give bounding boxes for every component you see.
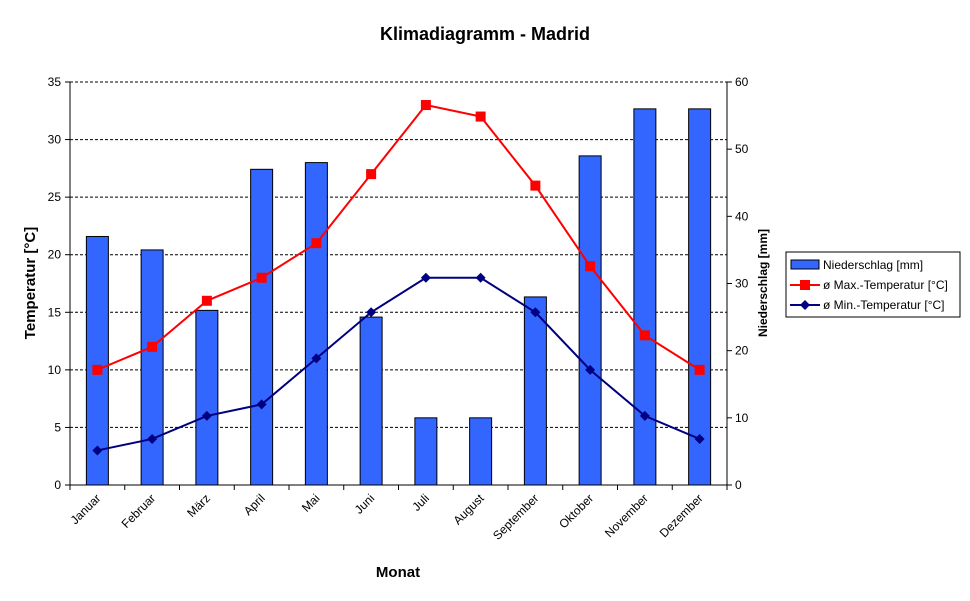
- x-tick-label: Dezember: [657, 491, 706, 540]
- legend-marker: [800, 300, 810, 310]
- y-tick-label: 5: [54, 420, 61, 434]
- bar-november: [633, 108, 657, 486]
- y-tick-label: 10: [48, 363, 62, 377]
- y-tick-label: 20: [48, 248, 62, 262]
- min-temp-point: [311, 353, 322, 364]
- y-tick-label: 25: [48, 190, 62, 204]
- x-tick-label: September: [490, 491, 541, 542]
- y-right-tick-label: 50: [735, 142, 749, 156]
- min-temp-point: [420, 272, 431, 283]
- legend-label: Niederschlag [mm]: [823, 258, 923, 272]
- y-tick-label: 15: [48, 305, 62, 319]
- max-temp-point: [694, 364, 705, 375]
- min-temp-point: [639, 410, 650, 421]
- bar-februar: [140, 249, 164, 486]
- y-right-tick-label: 60: [735, 75, 749, 89]
- legend: Niederschlag [mm] ø Max.-Temperatur [°C] ø…: [785, 251, 961, 318]
- legend-swatch-bar: [790, 259, 820, 270]
- y-tick-label: 35: [48, 75, 62, 89]
- min-temp-line: [97, 276, 701, 452]
- min-temp-point: [530, 307, 541, 318]
- bar-oktober: [578, 155, 602, 486]
- legend-label: ø Max.-Temperatur [°C]: [823, 278, 948, 292]
- min-temp-point: [694, 433, 705, 444]
- max-temp-point: [639, 330, 650, 341]
- max-temp-point: [475, 111, 486, 122]
- min-temp-point: [147, 433, 158, 444]
- max-temp-point: [420, 100, 431, 111]
- bar-juni: [359, 316, 383, 486]
- x-tick-label: Februar: [119, 491, 159, 531]
- y-tick-label: 30: [48, 133, 62, 147]
- min-temp-point: [92, 445, 103, 456]
- y-right-tick-label: 10: [735, 411, 749, 425]
- legend-marker: [800, 280, 810, 290]
- max-temp-point: [530, 180, 541, 191]
- x-tick-label: November: [602, 491, 651, 540]
- max-temp-point: [92, 364, 103, 375]
- bar-märz: [195, 309, 219, 486]
- min-temp-point: [366, 307, 377, 318]
- gridlines: [70, 81, 727, 428]
- bar-mai: [304, 162, 328, 486]
- x-tick-label: Juni: [352, 491, 377, 516]
- chart-title: Klimadiagramm - Madrid: [380, 24, 590, 44]
- y-right-tick-label: 40: [735, 209, 749, 223]
- bar-dezember: [688, 108, 712, 486]
- x-axis-label: Monat: [376, 564, 420, 581]
- x-tick-label: Oktober: [556, 491, 596, 531]
- x-tick-label: April: [241, 491, 268, 518]
- max-temp-line: [96, 103, 701, 371]
- y-axis-right-label: Niederschlag [mm]: [756, 229, 770, 337]
- bar-april: [250, 168, 274, 486]
- min-temp-point: [475, 272, 486, 283]
- x-tick-label: März: [184, 491, 213, 520]
- y-right-tick-label: 30: [735, 277, 749, 291]
- bars: [85, 108, 712, 486]
- max-temp-point: [366, 169, 377, 180]
- bar-august: [469, 417, 493, 486]
- y-tick-label: 0: [54, 478, 61, 492]
- max-temp-point: [585, 261, 596, 272]
- y-axis-label: Temperatur [°C]: [22, 227, 39, 339]
- legend-label: ø Min.-Temperatur [°C]: [823, 298, 945, 312]
- min-temp-point: [585, 364, 596, 375]
- max-temp-point: [147, 341, 158, 352]
- y-right-tick-label: 0: [735, 478, 742, 492]
- max-temp-point: [256, 272, 267, 283]
- x-tick-label: Mai: [299, 491, 323, 515]
- min-temp-point: [256, 399, 267, 410]
- min-temp-point: [201, 410, 212, 421]
- bar-september: [523, 296, 547, 486]
- x-tick-label: August: [450, 491, 487, 528]
- x-tick-label: Januar: [68, 491, 104, 527]
- bar-juli: [414, 417, 438, 486]
- lines: [92, 100, 705, 456]
- max-temp-point: [201, 295, 212, 306]
- x-tick-label: Juli: [409, 491, 432, 514]
- max-temp-point: [311, 238, 322, 249]
- y-right-tick-label: 20: [735, 344, 749, 358]
